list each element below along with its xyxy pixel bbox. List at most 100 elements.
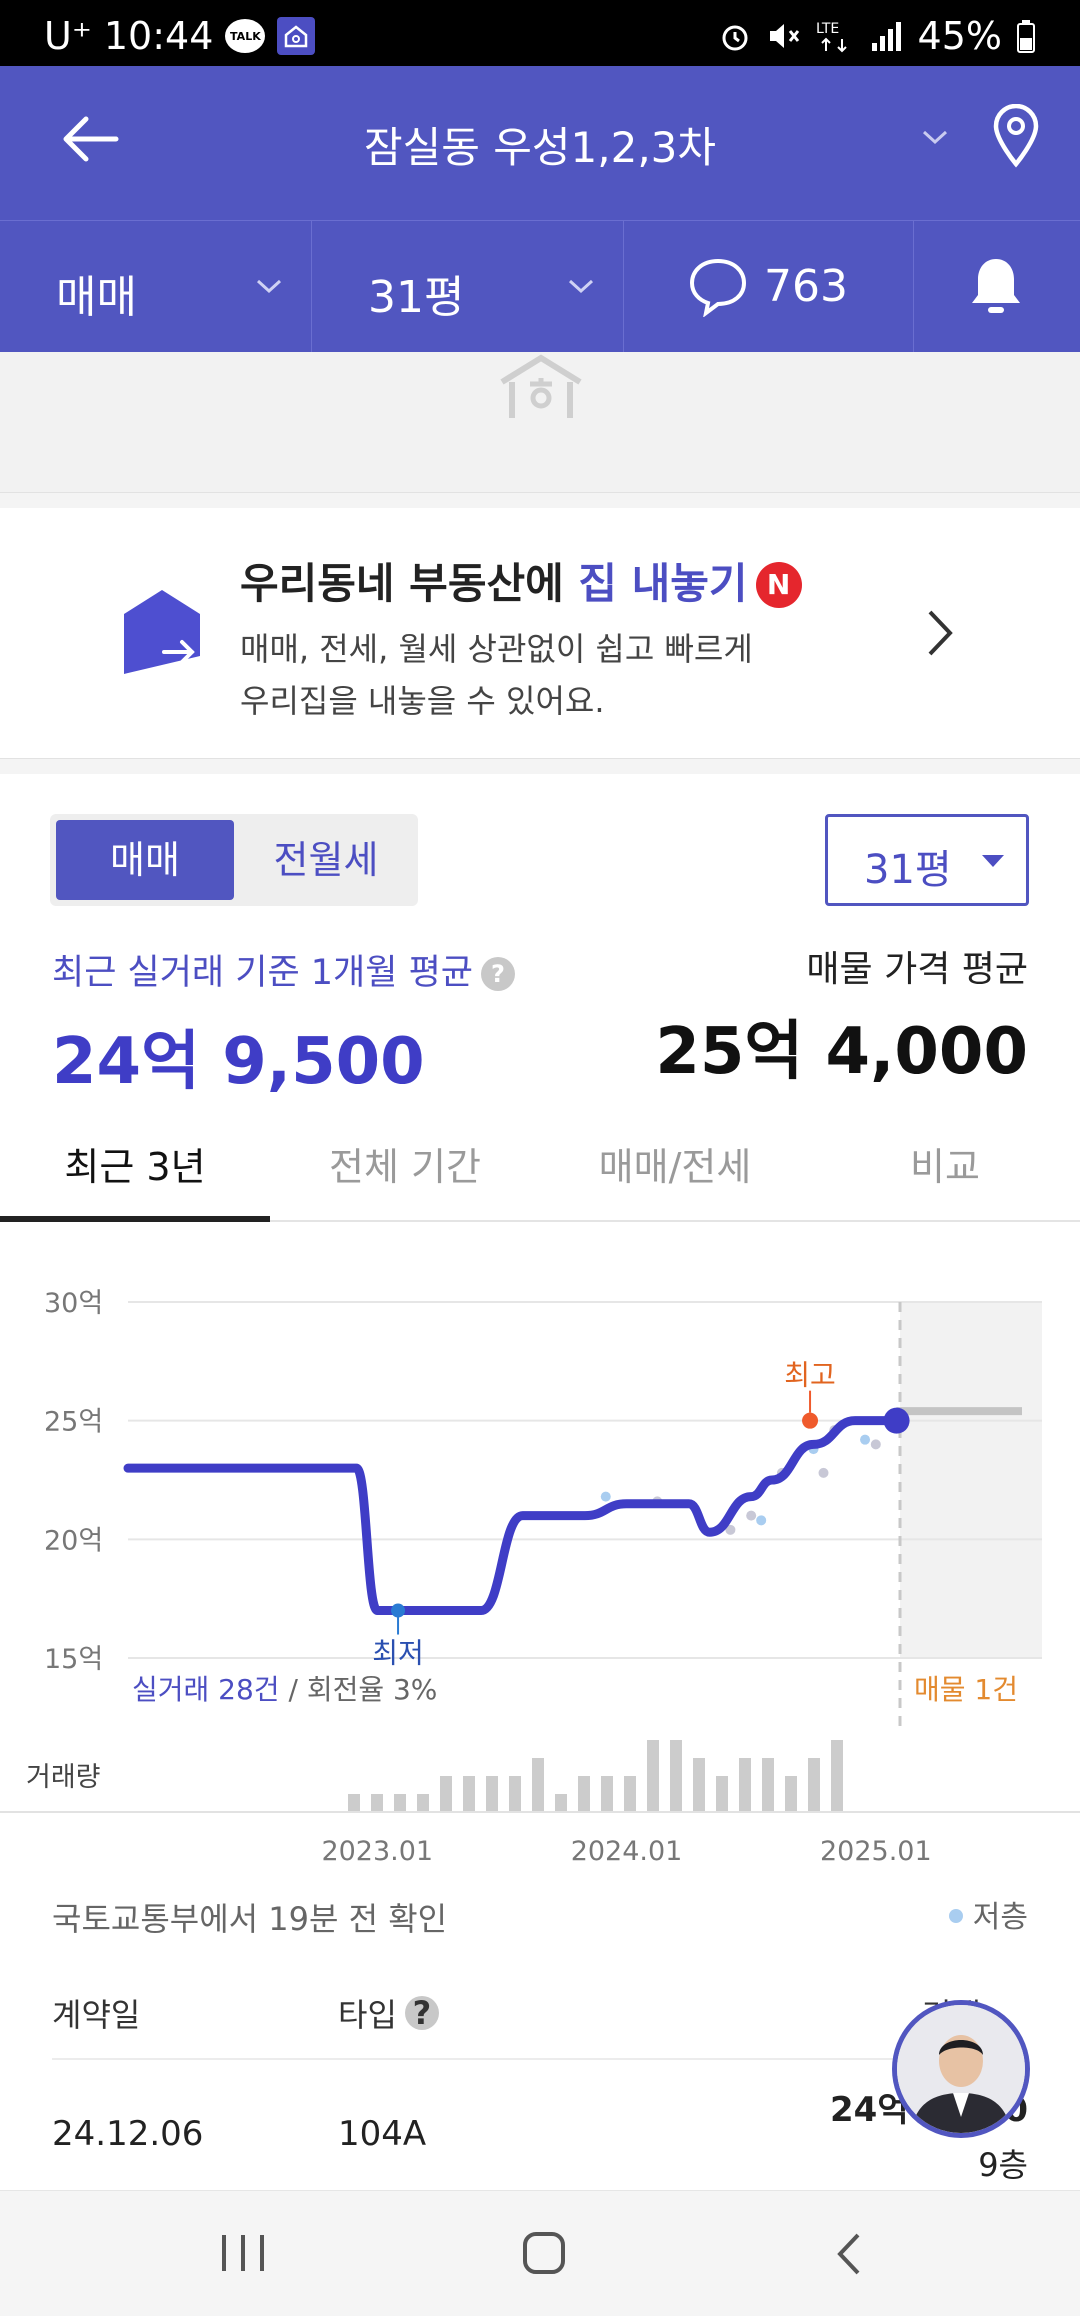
home-icon[interactable] [522, 2231, 566, 2275]
trade-count-suffix: / 회전율 3% [280, 1673, 438, 1706]
data-source-note: 국토교통부에서 19분 전 확인 [52, 1900, 448, 1938]
volume-bar [670, 1740, 682, 1812]
volume-bar [509, 1776, 521, 1812]
house-logo-icon [500, 354, 582, 418]
back-icon[interactable] [834, 2231, 864, 2277]
promo-desc-line2: 우리집을 내놓을 수 있어요. [240, 682, 605, 720]
listing-period-shade [900, 1302, 1042, 1658]
current-price-point[interactable] [883, 1407, 910, 1434]
notification-button[interactable] [914, 221, 1080, 353]
volume-bar [555, 1794, 567, 1812]
volume-bar [348, 1794, 360, 1812]
trade-point [746, 1510, 757, 1521]
house-upload-icon [124, 590, 200, 674]
low-label: 최저 [372, 1637, 424, 1670]
tab-sale-jeonse[interactable]: 매매/전세 [598, 1145, 752, 1189]
trade-point [725, 1524, 736, 1535]
col-contract-date: 계약일 [52, 1996, 141, 2034]
trade-point [870, 1439, 881, 1450]
agent-avatar-button[interactable] [892, 2000, 1030, 2138]
volume-bar [601, 1776, 613, 1812]
section-divider [0, 492, 1080, 508]
filter-bar: 매매 31평 763 [0, 220, 1080, 353]
tab-all-period[interactable]: 전체 기간 [329, 1145, 481, 1189]
deal-type-dropdown[interactable]: 매매 [0, 221, 312, 353]
volume-bar [716, 1776, 728, 1812]
alarm-icon [722, 25, 748, 51]
deal-segment-control: 매매 전월세 [50, 814, 418, 906]
volume-bar [808, 1758, 820, 1812]
system-nav-bar [0, 2190, 1080, 2316]
row-type: 104A [338, 2114, 427, 2154]
trade-count-label: 실거래 28건 / 회전율 3% [132, 1673, 437, 1706]
mute-icon [769, 24, 799, 48]
back-arrow-icon[interactable] [60, 114, 120, 164]
x-tick-label: 2024.01 [571, 1836, 683, 1867]
battery-icon [1017, 20, 1035, 53]
battery-level: 45% [917, 14, 1002, 58]
y-tick-label: 30억 [44, 1288, 103, 1319]
person-avatar-icon [897, 2005, 1025, 2133]
bell-icon [972, 259, 1020, 313]
carrier-label: U⁺ [44, 14, 92, 58]
app-header: 잠실동 우성1,2,3차 [0, 66, 1080, 220]
volume-bar [440, 1776, 452, 1812]
gridlines [128, 1301, 1042, 1659]
trade-point [600, 1491, 611, 1502]
volume-bars [348, 1740, 843, 1812]
col-type-label: 타입 [338, 1996, 397, 2034]
size-dropdown[interactable]: 31평 [825, 814, 1029, 906]
promo-title-prefix: 우리동네 부동산에 [240, 559, 579, 608]
listing-count-label: 매물 1건 [914, 1673, 1018, 1706]
volume-bar [371, 1794, 383, 1812]
volume-bar [762, 1758, 774, 1812]
active-tab-indicator [0, 1216, 270, 1222]
image-placeholder [0, 352, 1080, 492]
chevron-down-icon[interactable] [920, 126, 950, 148]
recent-average-value: 24억 9,500 [52, 1025, 425, 1099]
recent-apps-icon[interactable] [218, 2233, 268, 2273]
help-icon[interactable]: ? [480, 957, 515, 991]
high-label: 최고 [784, 1359, 836, 1392]
kakaotalk-icon: TALK [225, 19, 266, 53]
volume-bar [831, 1740, 843, 1812]
trade-count-prefix: 실거래 28건 [132, 1673, 280, 1706]
complex-title[interactable]: 잠실동 우성1,2,3차 [363, 123, 717, 172]
table-divider [52, 2058, 1028, 2060]
volume-bar [417, 1794, 429, 1812]
row-floor: 9층 [978, 2146, 1028, 2184]
segment-rent[interactable]: 전월세 [273, 838, 379, 882]
listing-promo-banner[interactable]: 우리동네 부동산에 집 내놓기 N 매매, 전세, 월세 상관없이 쉽고 빠르게 … [0, 508, 1080, 758]
volume-bar [532, 1758, 544, 1812]
x-tick-label: 2025.01 [820, 1836, 932, 1867]
y-axis-labels: 30억 25억 20억 15억 [44, 1288, 103, 1675]
promo-title: 우리동네 부동산에 집 내놓기 N [240, 550, 802, 611]
tab-recent-3y[interactable]: 최근 3년 [64, 1145, 206, 1189]
comments-button[interactable]: 763 [624, 221, 914, 353]
chevron-down-icon [256, 279, 282, 294]
tab-compare[interactable]: 비교 [910, 1145, 980, 1189]
volume-bar [578, 1776, 590, 1812]
status-bar: U⁺ 10:44 TALK LTE 45% [0, 0, 1080, 66]
asking-average-label: 매물 가격 평균 [806, 949, 1028, 990]
price-chart[interactable]: 30억 25억 20억 15억 최고 최저 실거래 28건 / 회전율 3% 매물 1… [0, 1222, 1080, 1902]
price-series-line [123, 1416, 902, 1616]
x-tick-label: 2023.01 [321, 1836, 433, 1867]
volume-bar [785, 1776, 797, 1812]
volume-bar [739, 1758, 751, 1812]
segment-sale[interactable]: 매매 [56, 820, 234, 900]
low-floor-legend: 저층 [948, 1892, 1028, 1936]
recent-average-label-text: 최근 실거래 기준 1개월 평균 [52, 953, 473, 993]
y-tick-label: 15억 [44, 1644, 103, 1675]
help-icon[interactable]: ? [404, 1996, 439, 2030]
map-pin-icon[interactable] [988, 104, 1044, 168]
promo-title-highlight: 집 내놓기 [578, 559, 748, 608]
volume-bar [693, 1758, 705, 1812]
trade-scatter [600, 1425, 881, 1535]
size-dropdown-top[interactable]: 31평 [312, 221, 624, 353]
y-tick-label: 25억 [44, 1407, 103, 1438]
row-date: 24.12.06 [52, 2114, 204, 2154]
chevron-right-icon [928, 610, 953, 656]
speech-bubble-icon [689, 258, 747, 317]
size-dropdown-label: 31평 [864, 847, 952, 893]
